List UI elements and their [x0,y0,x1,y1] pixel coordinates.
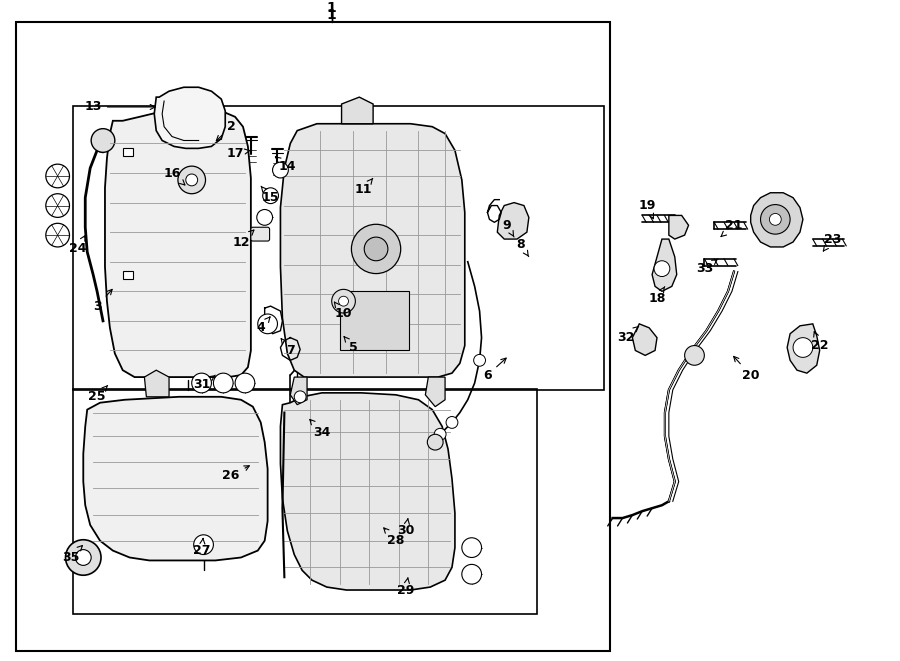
Circle shape [338,296,348,306]
Bar [339,292,409,350]
Text: 2: 2 [216,120,236,141]
Circle shape [332,290,356,313]
Text: 16: 16 [163,167,184,185]
Text: 12: 12 [232,230,254,249]
Text: 15: 15 [261,186,279,204]
Polygon shape [291,377,307,405]
FancyBboxPatch shape [122,270,132,278]
Circle shape [46,194,69,217]
Circle shape [76,549,91,565]
Circle shape [462,538,482,557]
Circle shape [434,428,446,440]
Text: 18: 18 [648,287,666,305]
Circle shape [46,223,69,247]
Text: 35: 35 [62,545,83,564]
Text: 4: 4 [256,317,270,334]
Circle shape [257,314,277,334]
Circle shape [178,166,205,194]
Circle shape [462,564,482,584]
Circle shape [351,224,400,274]
Bar [74,389,536,613]
Text: 29: 29 [397,578,414,596]
Polygon shape [426,377,446,407]
Text: 1: 1 [327,1,337,15]
Circle shape [273,162,288,178]
Circle shape [473,354,485,366]
Circle shape [91,129,115,152]
Text: 3: 3 [93,290,112,313]
Circle shape [446,416,458,428]
Text: 32: 32 [616,327,639,344]
Text: 7: 7 [281,338,294,357]
Text: 9: 9 [503,219,514,237]
Text: 22: 22 [811,332,828,352]
Text: 33: 33 [696,259,718,275]
Text: 11: 11 [355,178,373,196]
Polygon shape [751,193,803,247]
Text: 1: 1 [327,9,337,22]
Polygon shape [105,109,251,377]
Polygon shape [84,397,267,561]
Bar [74,106,604,390]
Text: 13: 13 [85,100,155,114]
Polygon shape [633,324,657,356]
Circle shape [428,434,443,450]
Text: 8: 8 [517,239,528,256]
Polygon shape [281,393,454,590]
Text: 19: 19 [638,199,656,219]
Polygon shape [788,324,820,373]
Text: 10: 10 [335,302,352,321]
FancyBboxPatch shape [122,148,132,156]
Circle shape [256,210,273,225]
Text: 27: 27 [193,538,211,557]
Text: 21: 21 [721,219,742,237]
Circle shape [793,338,813,358]
Circle shape [760,204,790,234]
Text: 20: 20 [734,356,760,381]
Circle shape [294,391,306,403]
Circle shape [263,188,278,204]
Text: 24: 24 [68,235,86,255]
Circle shape [213,373,233,393]
Text: 17: 17 [226,147,250,160]
Circle shape [194,535,213,555]
Text: 28: 28 [383,528,404,547]
Bar [16,22,609,651]
Circle shape [685,346,705,366]
Text: 30: 30 [397,519,414,537]
Polygon shape [342,97,374,124]
Circle shape [185,174,198,186]
Text: 25: 25 [88,385,108,403]
Circle shape [364,237,388,260]
Polygon shape [652,239,677,292]
Text: 5: 5 [344,336,358,354]
Circle shape [770,214,781,225]
Circle shape [46,164,69,188]
Polygon shape [154,87,225,148]
Text: 26: 26 [222,466,249,482]
Circle shape [654,260,670,276]
Polygon shape [669,215,689,239]
Polygon shape [498,203,529,239]
Circle shape [66,540,101,575]
Polygon shape [281,124,464,377]
Text: 14: 14 [275,157,296,173]
FancyBboxPatch shape [251,227,270,241]
Text: 6: 6 [483,358,506,381]
Text: 23: 23 [824,233,842,251]
Polygon shape [144,370,169,397]
Circle shape [235,373,255,393]
Text: 31: 31 [193,375,215,391]
Circle shape [192,373,211,393]
Text: 34: 34 [310,420,330,439]
